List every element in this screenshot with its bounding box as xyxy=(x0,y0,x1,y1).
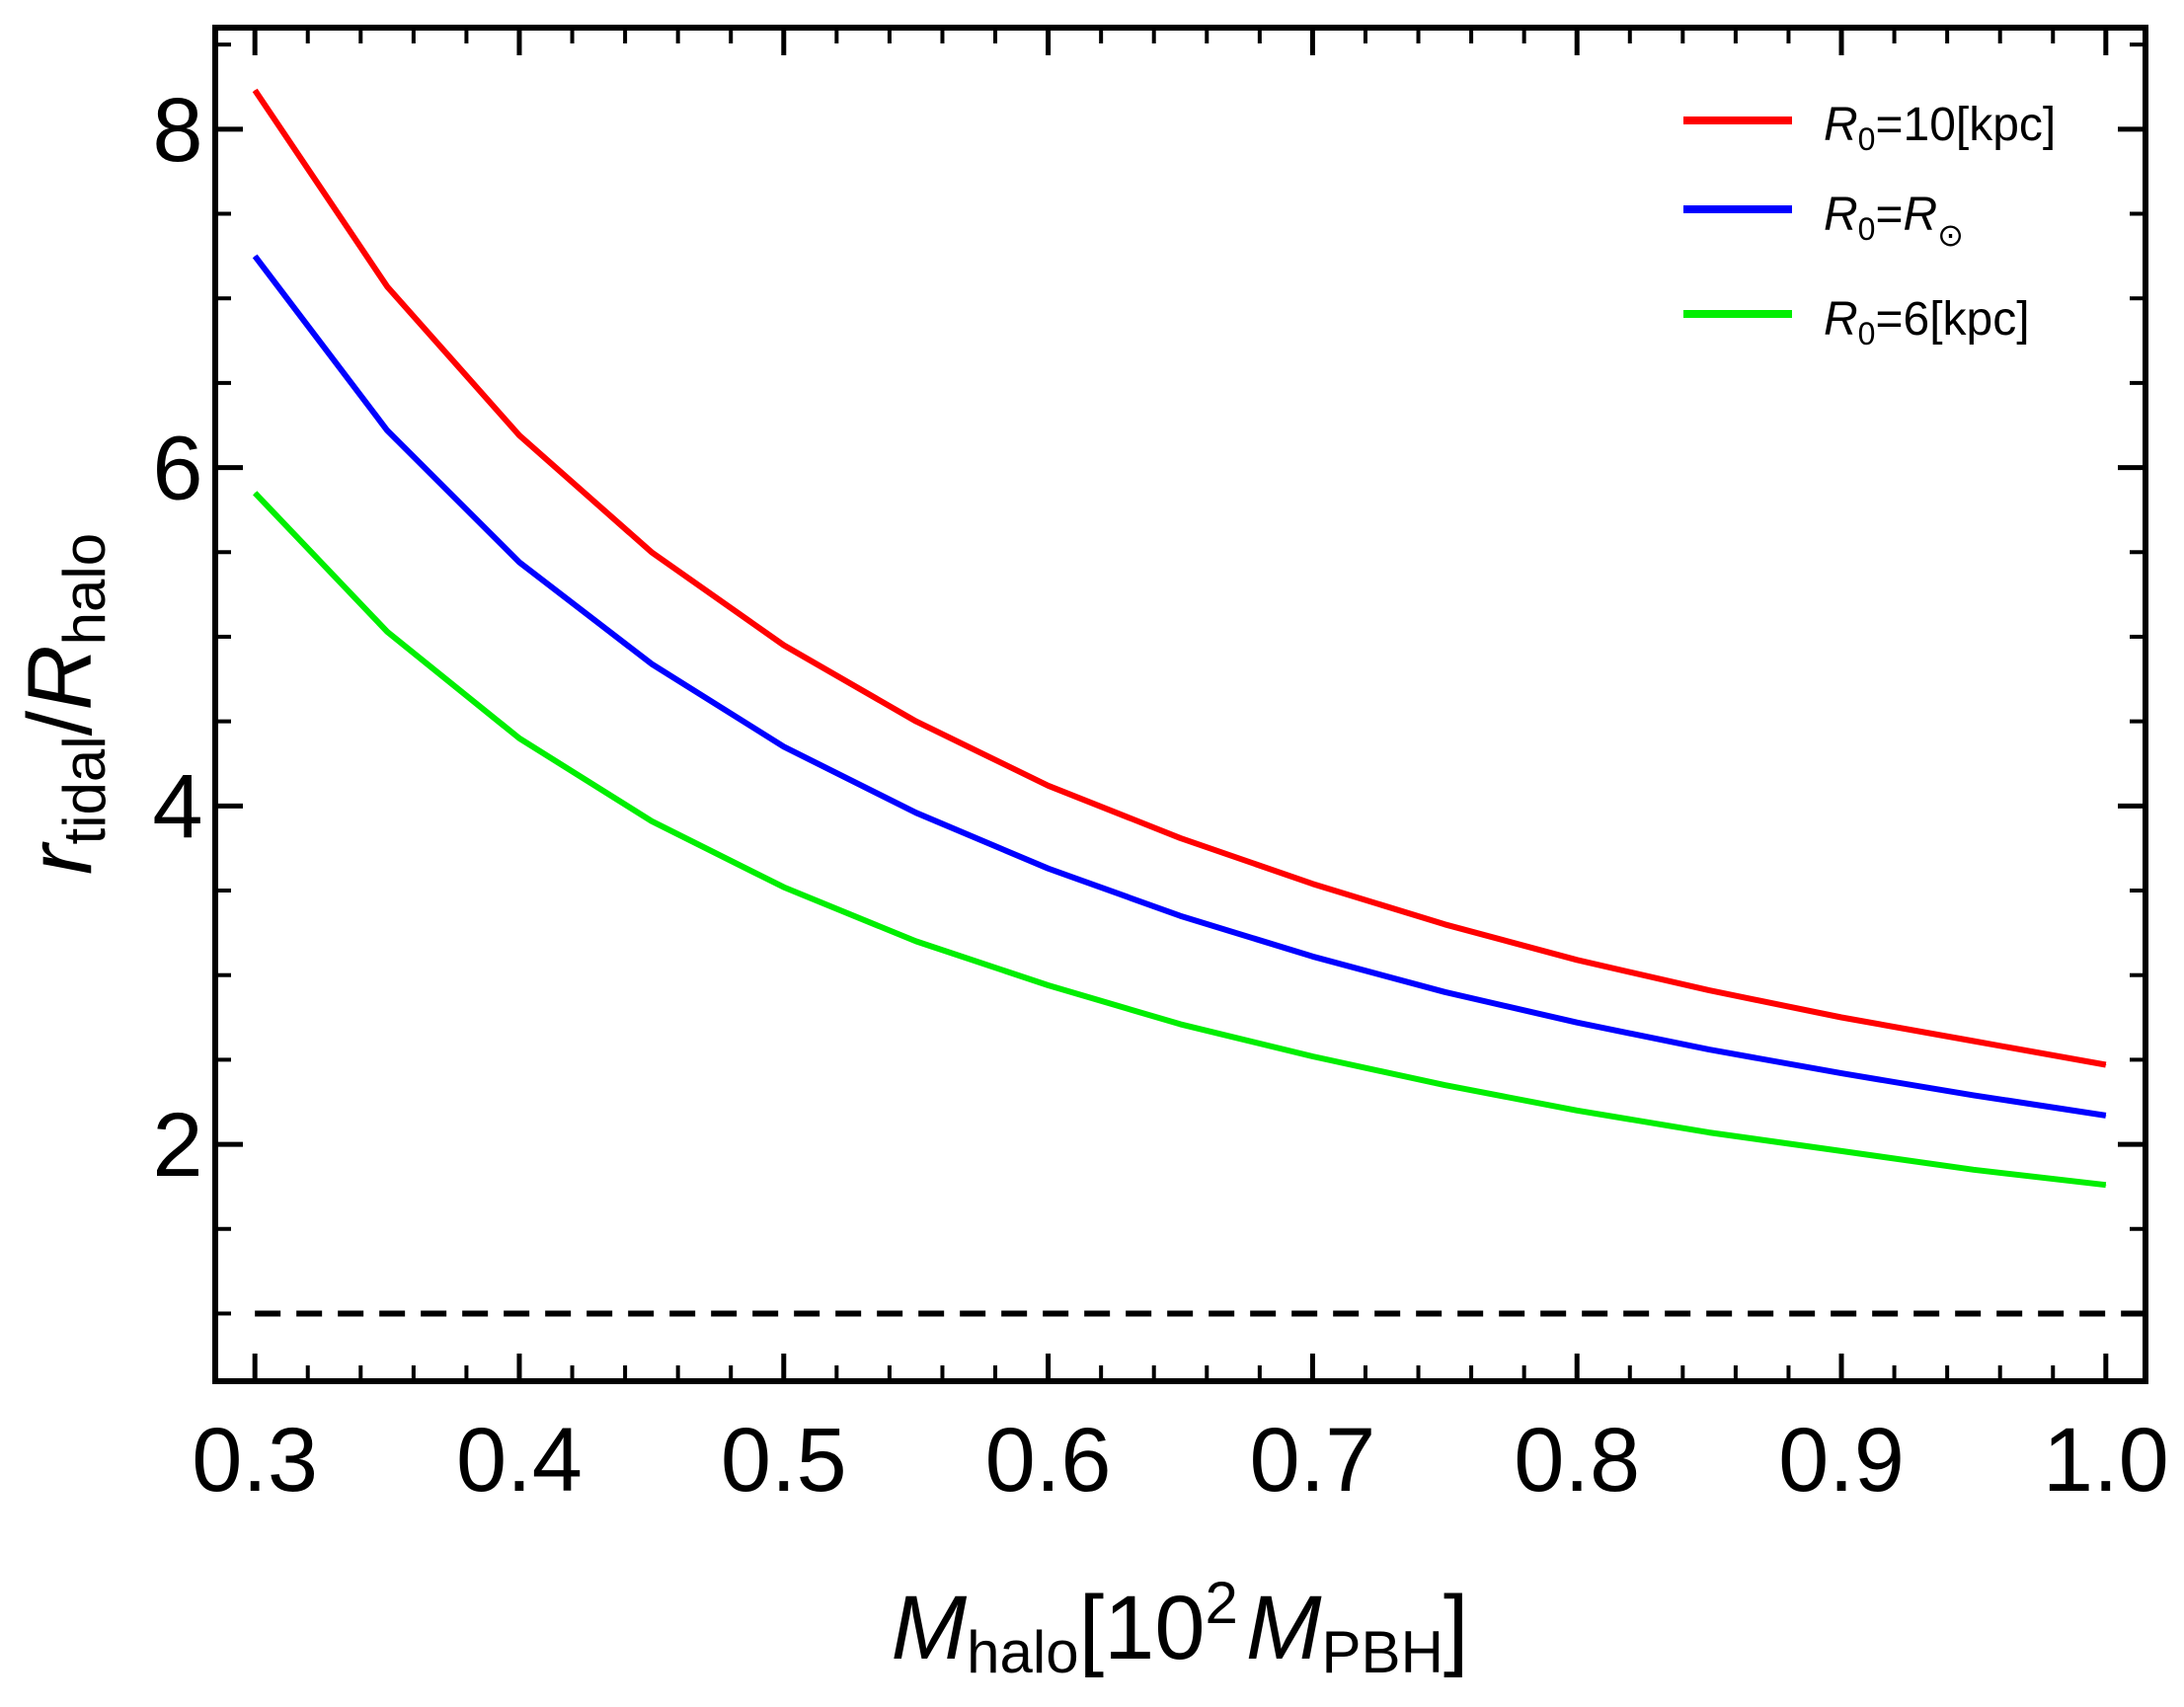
data-point-s1-5 xyxy=(915,812,917,814)
data-point-s2-11 xyxy=(1708,1131,1710,1133)
x-axis-title: Mhalo[102MPBH] xyxy=(892,1570,1469,1685)
data-point-s2-3 xyxy=(651,820,653,822)
data-point-s0-13 xyxy=(1973,1041,1975,1043)
data-point-s2-7 xyxy=(1180,1023,1181,1025)
data-point-s1-8 xyxy=(1311,956,1313,958)
tick-labels: 0.3 0.4 0.5 0.6 0.7 0.8 0.9 1.0 2 4 6 8 xyxy=(152,80,2168,1511)
x-tick-label: 1.0 xyxy=(2043,1410,2169,1511)
y-tick-label: 4 xyxy=(152,756,202,857)
data-point-s1-7 xyxy=(1180,915,1181,917)
data-point-s0-12 xyxy=(1840,1017,1842,1019)
data-point-s1-10 xyxy=(1576,1022,1578,1024)
data-point-s0-2 xyxy=(518,434,520,436)
x-tick-label: 0.6 xyxy=(985,1410,1112,1511)
data-point-s2-4 xyxy=(783,887,785,889)
series-line-1 xyxy=(252,254,2107,1119)
data-point-s1-6 xyxy=(1048,868,1050,870)
data-point-s2-14 xyxy=(2105,1184,2107,1186)
data-point-s2-10 xyxy=(1576,1110,1578,1112)
axis-ticks xyxy=(215,28,2145,1381)
data-point-s2-2 xyxy=(518,737,520,739)
plot-frame xyxy=(212,25,2148,1384)
data-point-s0-7 xyxy=(1180,837,1181,839)
data-point-s0-3 xyxy=(651,551,653,553)
data-point-s1-3 xyxy=(651,662,653,664)
data-point-s2-8 xyxy=(1311,1055,1313,1057)
legend-label-r0-10kpc: R0=10[kpc] xyxy=(1824,99,2056,157)
y-tick-label: 2 xyxy=(152,1095,202,1196)
data-point-s0-5 xyxy=(915,721,917,723)
data-point-s2-9 xyxy=(1443,1084,1445,1086)
legend-label-r0-6kpc: R0=6[kpc] xyxy=(1824,293,2030,351)
legend-label-r0-rsun: R0=R⊙ xyxy=(1824,189,1964,253)
data-point-s0-10 xyxy=(1576,959,1578,961)
x-tick-label: 0.8 xyxy=(1514,1410,1640,1511)
x-tick-label: 0.9 xyxy=(1778,1410,1905,1511)
data-point-s0-11 xyxy=(1708,989,1710,991)
data-point-s1-4 xyxy=(783,745,785,747)
data-point-s2-5 xyxy=(915,940,917,942)
data-point-s1-13 xyxy=(1973,1094,1975,1096)
legend: R0=10[kpc] R0=R⊙ R0=6[kpc] xyxy=(1683,99,2056,351)
data-point-s2-6 xyxy=(1048,984,1050,986)
data-point-s1-12 xyxy=(1840,1072,1842,1074)
data-point-s2-12 xyxy=(1840,1150,1842,1152)
data-point-s1-1 xyxy=(386,429,388,431)
data-point-s1-9 xyxy=(1443,991,1445,993)
y-axis-title: rtidal/Rhalo xyxy=(10,533,117,875)
data-point-s2-13 xyxy=(1973,1169,1975,1171)
data-point-s0-6 xyxy=(1048,785,1050,787)
x-tick-label: 0.5 xyxy=(721,1410,847,1511)
x-tick-label: 0.4 xyxy=(456,1410,583,1511)
data-point-s1-11 xyxy=(1708,1048,1710,1050)
x-tick-label: 0.3 xyxy=(192,1410,318,1511)
data-point-s0-1 xyxy=(386,285,388,287)
x-tick-label: 0.7 xyxy=(1249,1410,1375,1511)
data-point-s0-9 xyxy=(1443,923,1445,925)
data-point-s1-14 xyxy=(2105,1115,2107,1117)
data-point-s0-0 xyxy=(254,89,256,91)
y-tick-label: 8 xyxy=(152,80,202,181)
data-point-s0-14 xyxy=(2105,1064,2107,1066)
y-tick-label: 6 xyxy=(152,419,202,519)
data-point-s1-0 xyxy=(254,255,256,257)
data-point-s2-0 xyxy=(254,492,256,494)
data-point-s1-2 xyxy=(518,562,520,564)
data-point-s0-8 xyxy=(1311,883,1313,885)
plot-content xyxy=(252,88,2145,1317)
data-point-s2-1 xyxy=(386,631,388,633)
data-point-s0-4 xyxy=(783,645,785,647)
